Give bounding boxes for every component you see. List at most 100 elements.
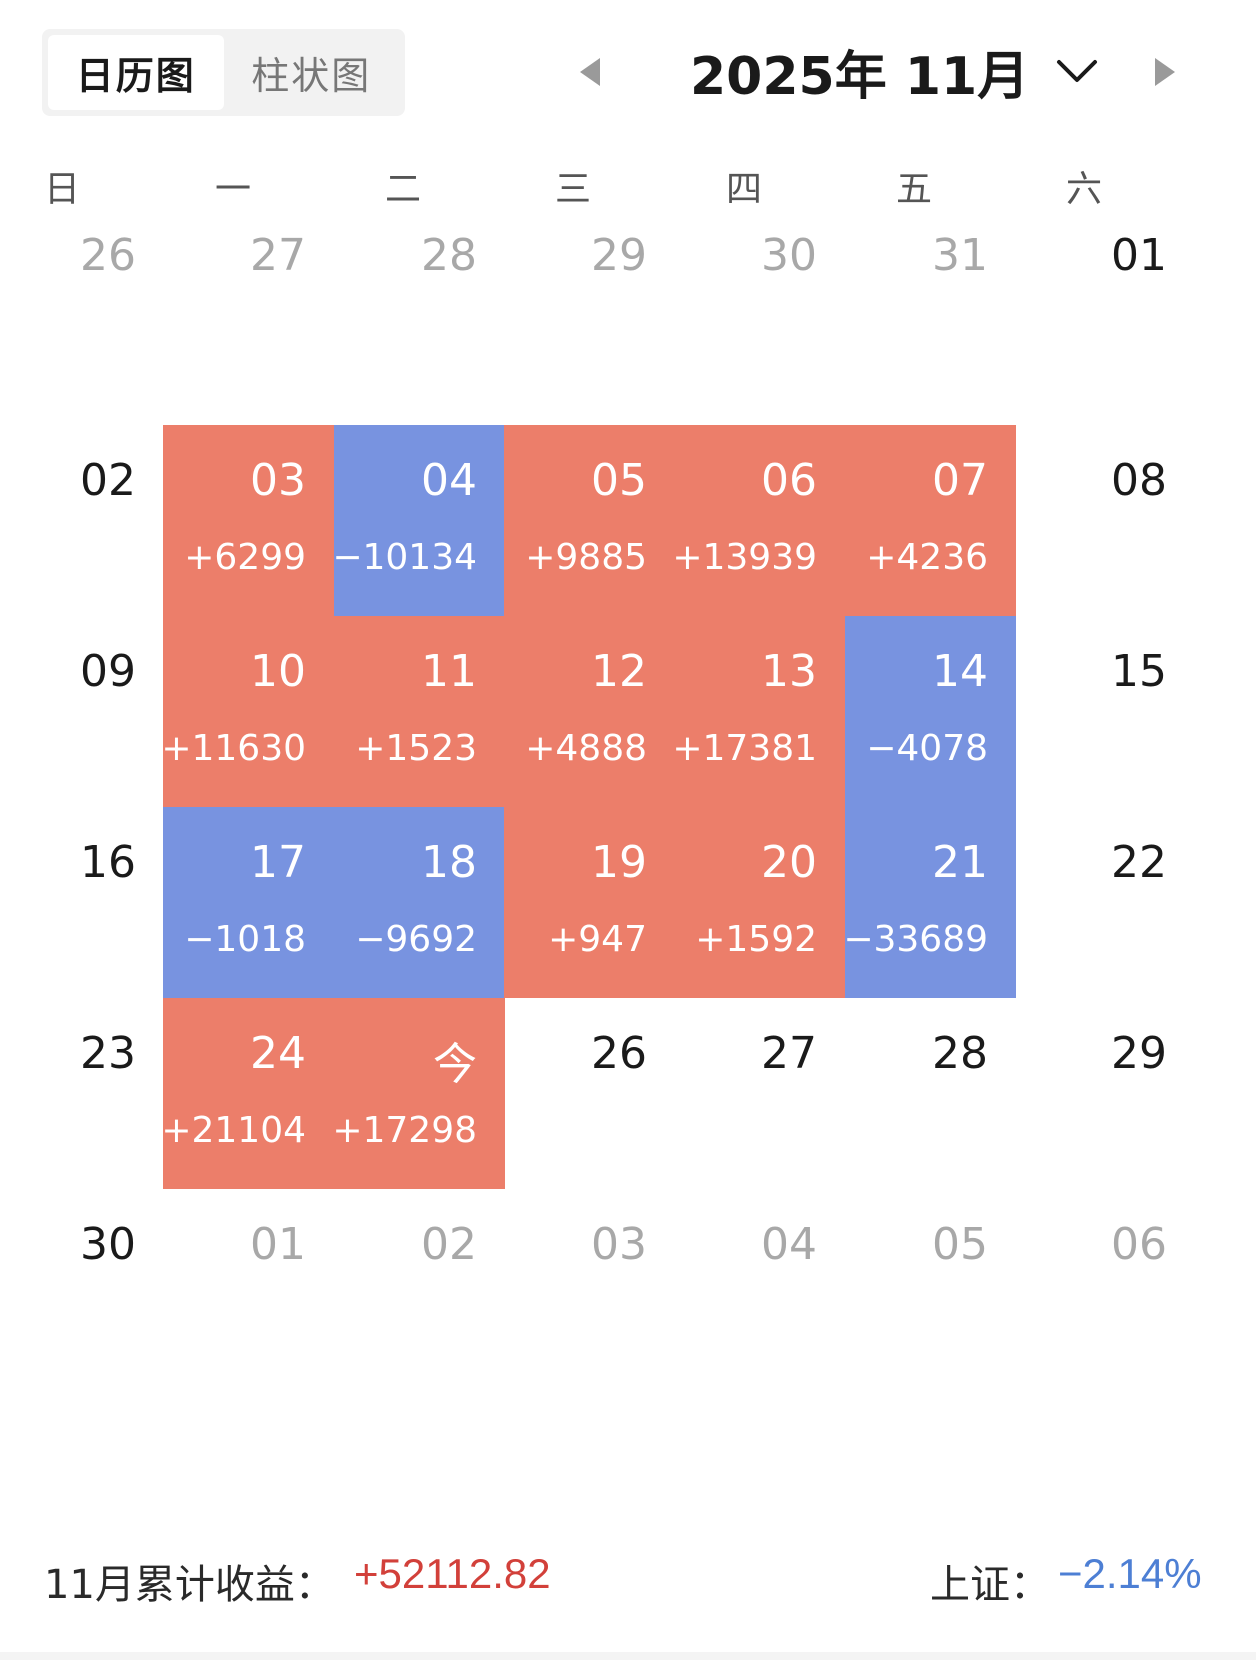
calendar-day-cell[interactable]: 04 [674,1189,845,1380]
calendar-day-cell[interactable]: 21 −33689 [843,807,1016,998]
calendar-day-cell[interactable]: 23 [0,998,164,1189]
calendar-day-cell[interactable]: 17 −1018 [163,807,334,998]
calendar-day-cell[interactable]: 27 [674,998,845,1189]
weekday-label: 五 [895,169,932,210]
calendar-day-cell[interactable]: 12 +4888 [504,616,675,807]
calendar-day-cell[interactable]: 24 +21104 [161,998,334,1189]
cumulative-value: +52112.82 [354,1550,551,1597]
calendar-day-cell[interactable]: 05 +9885 [504,425,675,616]
day-pnl-value: +1592 [695,919,817,960]
index-label: 上证： [930,1562,1050,1608]
day-pnl-value: +17298 [332,1110,477,1151]
day-number: 31 [932,230,988,281]
calendar-day-cell[interactable]: 22 [1015,807,1195,998]
day-number: 04 [421,455,477,506]
day-number: 17 [250,837,306,888]
weekday-label: 一 [214,169,251,210]
day-number: 06 [761,455,817,506]
day-number: 09 [80,646,136,697]
day-number: 03 [591,1219,647,1270]
calendar-day-cell[interactable]: 08 [1015,425,1195,616]
calendar-day-cell[interactable]: 03 +6299 [163,425,334,616]
weekday-header: 日一二三四五六 [0,160,1256,216]
day-number: 23 [80,1028,136,1079]
calendar-day-cell[interactable]: 28 [334,200,505,391]
calendar-day-cell[interactable]: 09 [0,616,164,807]
day-number: 30 [80,1219,136,1270]
day-number: 07 [932,455,988,506]
calendar-day-cell[interactable]: 29 [504,200,675,391]
weekday-label: 日 [43,169,80,210]
calendar-day-cell[interactable]: 06 +13939 [672,425,845,616]
calendar-day-cell[interactable]: 19 +947 [504,807,675,998]
day-pnl-value: +947 [548,919,647,960]
calendar-day-cell[interactable]: 28 [845,998,1016,1189]
calendar-day-cell[interactable]: 16 [0,807,164,998]
tab-bar-chart-view[interactable]: 柱状图 [251,54,372,98]
calendar-day-cell[interactable]: 26 [0,200,164,391]
calendar-day-cell[interactable]: 30 [0,1189,164,1380]
day-number: 27 [250,230,306,281]
month-picker[interactable]: 2025年 11月 [690,36,1099,107]
calendar-day-cell[interactable]: 27 [163,200,334,391]
day-number: 08 [1111,455,1167,506]
day-number: 27 [761,1028,817,1079]
calendar-day-cell[interactable]: 05 [845,1189,1016,1380]
day-number: 19 [591,837,647,888]
day-pnl-value: +11630 [161,728,306,769]
day-number: 05 [932,1219,988,1270]
month-navigator: 2025年 11月 [560,28,1200,118]
calendar-day-cell[interactable]: 01 [163,1189,334,1380]
calendar-day-cell[interactable]: 26 [504,998,675,1189]
day-pnl-value: +4888 [525,728,647,769]
day-number: 02 [80,455,136,506]
day-pnl-value: +1523 [355,728,477,769]
prev-month-arrow-icon[interactable] [580,58,600,86]
day-number: 22 [1111,837,1167,888]
calendar-day-cell[interactable]: 18 −9692 [334,807,505,998]
calendar-day-cell[interactable]: 11 +1523 [334,616,505,807]
day-number: 14 [932,646,988,697]
day-pnl-value: −9692 [355,919,477,960]
calendar-day-cell[interactable]: 02 [334,1189,505,1380]
calendar-day-cell[interactable]: 20 +1592 [674,807,845,998]
day-number: 16 [80,837,136,888]
calendar-day-cell[interactable]: 07 +4236 [845,425,1016,616]
day-pnl-value: +6299 [184,537,306,578]
calendar-day-cell[interactable]: 15 [1015,616,1195,807]
tab-calendar-view[interactable]: 日历图 [48,35,224,110]
day-number: 24 [250,1028,306,1079]
calendar-day-cell[interactable]: 14 −4078 [845,616,1016,807]
day-number: 13 [761,646,817,697]
calendar-day-cell[interactable]: 10 +11630 [161,616,334,807]
calendar-day-cell[interactable]: 02 [0,425,164,616]
weekday-label: 六 [1065,169,1102,210]
calendar-day-cell[interactable]: 今 +17298 [332,998,505,1189]
day-number: 01 [250,1219,306,1270]
day-number: 11 [421,646,477,697]
calendar-day-cell[interactable]: 03 [504,1189,675,1380]
day-number: 03 [250,455,306,506]
day-number: 02 [421,1219,477,1270]
calendar-day-cell[interactable]: 13 +17381 [672,616,845,807]
day-number: 29 [591,230,647,281]
day-pnl-value: +17381 [672,728,817,769]
calendar-day-cell[interactable]: 30 [674,200,845,391]
day-number: 21 [932,837,988,888]
calendar-day-cell[interactable]: 31 [845,200,1016,391]
day-pnl-value: −10134 [332,537,477,578]
calendar-day-cell[interactable]: 29 [1015,998,1195,1189]
weekday-label: 四 [725,169,762,210]
month-title: 2025年 11月 [690,46,1030,107]
summary-footer: 11月累计收益： +52112.82 上证： −2.14% [0,1550,1256,1612]
day-pnl-value: −4078 [866,728,988,769]
next-month-arrow-icon[interactable] [1155,58,1175,86]
day-pnl-value: −1018 [184,919,306,960]
calendar-day-cell[interactable]: 04 −10134 [332,425,505,616]
weekday-label: 二 [384,169,421,210]
day-pnl-value: −33689 [843,919,988,960]
day-number: 20 [761,837,817,888]
calendar-day-cell[interactable]: 01 [1015,200,1195,391]
calendar-day-cell[interactable]: 06 [1015,1189,1195,1380]
day-number: 28 [932,1028,988,1079]
